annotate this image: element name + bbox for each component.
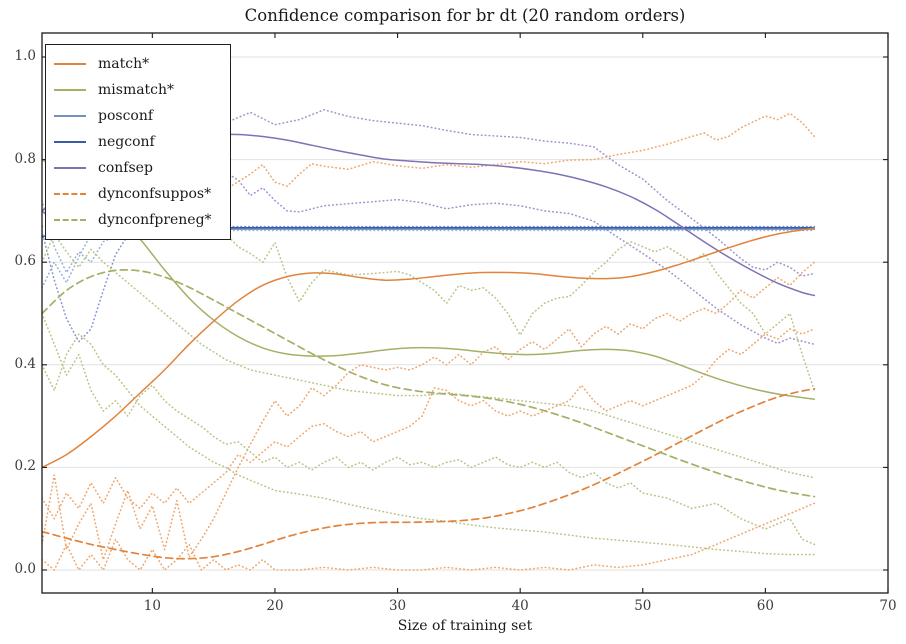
legend-label: dynconfpreneg* — [98, 212, 212, 228]
legend-label: confsep — [98, 160, 153, 176]
legend-entry-mismatch: mismatch* — [54, 77, 220, 103]
series-line-match — [42, 227, 816, 469]
x-tick-label: 20 — [266, 598, 284, 614]
legend-line-sample — [54, 89, 86, 91]
legend-entry-posconf: posconf — [54, 103, 220, 129]
series-line-dynconfsuppos-max-band — [42, 328, 816, 520]
legend-entry-match: match* — [54, 51, 220, 77]
series-line-dynconfsuppos — [42, 388, 816, 560]
legend-entry-confsep: confsep — [54, 155, 220, 181]
x-tick-label: 50 — [634, 598, 652, 614]
legend-label: match* — [98, 56, 150, 72]
legend-line-sample — [54, 115, 86, 117]
x-tick-label: 60 — [756, 598, 774, 614]
series-line-dynconfsuppos-min-band — [42, 502, 816, 571]
legend-label: dynconfsuppos* — [98, 186, 212, 202]
legend-label: mismatch* — [98, 82, 175, 98]
legend-box: match* mismatch* posconf negconf confsep dync… — [45, 44, 231, 240]
series-line-dynconfpreneg-min-band — [42, 333, 816, 556]
x-tick-label: 40 — [511, 598, 529, 614]
series-line-confsep-max-band — [225, 109, 816, 277]
y-tick-label: 0.8 — [14, 150, 36, 167]
y-tick-label: 0.6 — [14, 253, 36, 270]
series-line-dynconfpreneg — [42, 269, 816, 498]
y-tick-label: 0.4 — [14, 355, 36, 372]
legend-entry-dynconfpreneg: dynconfpreneg* — [54, 207, 220, 233]
y-tick-label: 1.0 — [14, 48, 36, 64]
y-tick-label: 0.2 — [14, 458, 36, 475]
plot-border — [41, 32, 889, 594]
x-tick-label: 70 — [879, 598, 897, 614]
series-line-confsep-min-band — [225, 171, 816, 346]
legend-label: negconf — [98, 134, 155, 150]
legend-entry-negconf: negconf — [54, 129, 220, 155]
y-tick-label: 0.0 — [14, 561, 36, 577]
series-line-mismatch — [42, 158, 816, 400]
legend-line-sample — [54, 141, 86, 143]
series-line-negconf-min-band — [42, 227, 816, 343]
legend-label: posconf — [98, 108, 154, 124]
legend-line-sample — [54, 219, 86, 221]
legend-entry-dynconfsuppos: dynconfsuppos* — [54, 181, 220, 207]
series-line-posconf-max-band — [42, 199, 816, 274]
x-tick-label: 30 — [388, 598, 407, 614]
legend-line-sample — [54, 63, 86, 65]
x-tick-label: 10 — [143, 598, 161, 614]
series-line-mismatch-min-band — [42, 312, 816, 546]
series-line-match-max-band — [225, 112, 816, 191]
series-line-dynconfpreneg-max-band — [42, 233, 816, 479]
legend-line-sample — [54, 193, 86, 195]
series-line-mismatch-max-band — [225, 233, 816, 392]
legend-line-sample — [54, 167, 86, 169]
chart-title: Confidence comparison for br dt (20 rand… — [244, 6, 686, 25]
x-axis-label: Size of training set — [397, 618, 533, 634]
